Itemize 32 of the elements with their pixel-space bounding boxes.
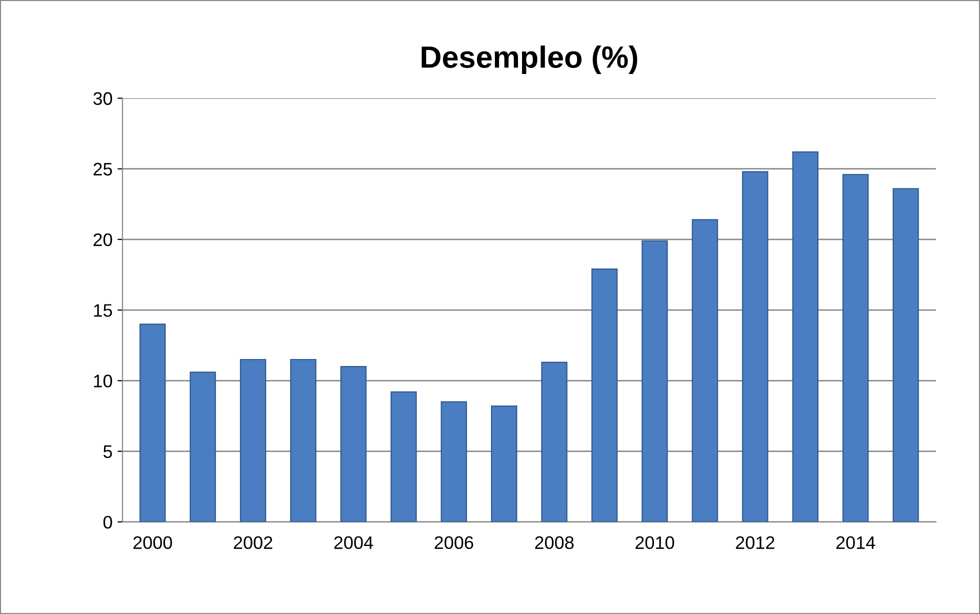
x-tick-label: 2012 bbox=[736, 536, 774, 550]
x-tick-label: 2002 bbox=[234, 536, 272, 550]
bar bbox=[340, 366, 367, 522]
y-tick-label: 5 bbox=[103, 445, 112, 458]
bar bbox=[140, 324, 166, 522]
y-tick-label: 0 bbox=[103, 516, 112, 529]
bar bbox=[892, 188, 919, 522]
bar bbox=[692, 219, 718, 522]
bar bbox=[240, 358, 266, 522]
bar bbox=[440, 401, 467, 522]
bar bbox=[792, 151, 818, 522]
x-tick-label: 2008 bbox=[535, 536, 574, 550]
bar bbox=[390, 391, 417, 522]
y-tick-label: 20 bbox=[94, 233, 112, 246]
bar bbox=[642, 240, 668, 522]
x-tick-label: 2006 bbox=[434, 536, 474, 550]
y-tick-label: 25 bbox=[94, 162, 112, 176]
y-tick-label: 10 bbox=[94, 374, 112, 388]
bar bbox=[742, 171, 768, 522]
bar bbox=[290, 358, 316, 522]
x-tick-label: 2014 bbox=[836, 536, 876, 550]
bar bbox=[490, 406, 518, 522]
y-tick-label: 15 bbox=[94, 304, 112, 317]
bar bbox=[591, 268, 618, 522]
bar bbox=[541, 362, 568, 522]
x-tick-label: 2004 bbox=[334, 536, 374, 550]
x-tick-label: 2010 bbox=[636, 536, 674, 550]
bar bbox=[190, 372, 216, 522]
y-tick-label: 30 bbox=[93, 92, 112, 105]
x-tick-label: 2000 bbox=[133, 536, 172, 550]
bar bbox=[842, 174, 869, 522]
chart-title: Desempleo (%) bbox=[422, 46, 638, 74]
